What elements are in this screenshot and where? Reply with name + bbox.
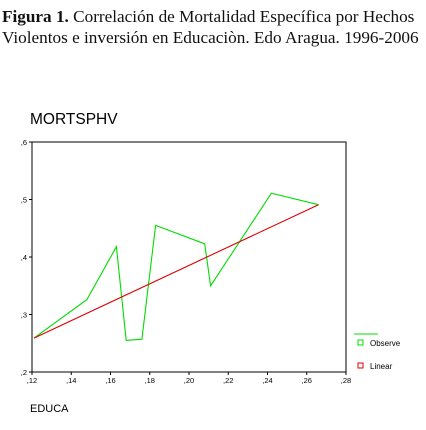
y-tick-label: ,4: [21, 253, 27, 262]
y-tick-label: ,6: [21, 138, 27, 147]
legend-label-observe: Observe: [370, 339, 401, 348]
figure-caption: Figura 1. Correlación de Mortalidad Espe…: [2, 6, 422, 48]
x-axis-title: EDUCA: [30, 403, 69, 415]
x-tick-label: ,16: [105, 376, 115, 385]
legend-marker-observe: [357, 339, 364, 346]
plot-area-frame: [31, 141, 347, 373]
legend: Observe Linear: [354, 333, 401, 371]
x-tick-label: ,14: [66, 376, 76, 385]
y-axis: ,2 ,3 ,4 ,5 ,6: [21, 138, 32, 377]
y-tick-label: ,5: [21, 196, 27, 205]
series-layer: [33, 192, 319, 341]
x-tick-label: ,28: [341, 376, 351, 385]
y-tick-label: ,2: [21, 368, 27, 377]
x-tick-label: ,24: [262, 376, 272, 385]
legend-marker-linear: [357, 362, 364, 369]
y-axis-title: MORTSPHV: [30, 111, 118, 128]
legend-label-linear: Linear: [370, 362, 393, 371]
x-axis: ,12 ,14 ,16 ,18 ,20 ,22 ,24 ,26 ,28: [27, 372, 351, 385]
x-tick-label: ,22: [223, 376, 233, 385]
series-line-linear: [33, 204, 319, 339]
x-tick-label: ,20: [184, 376, 194, 385]
x-tick-label: ,12: [27, 376, 37, 385]
y-tick-label: ,3: [21, 311, 27, 320]
figure-label: Figura 1.: [2, 7, 69, 26]
x-tick-label: ,26: [302, 376, 312, 385]
x-tick-label: ,18: [145, 376, 155, 385]
series-line-observe: [33, 192, 319, 341]
figure-caption-text: Correlación de Mortalidad Específica por…: [2, 7, 419, 47]
